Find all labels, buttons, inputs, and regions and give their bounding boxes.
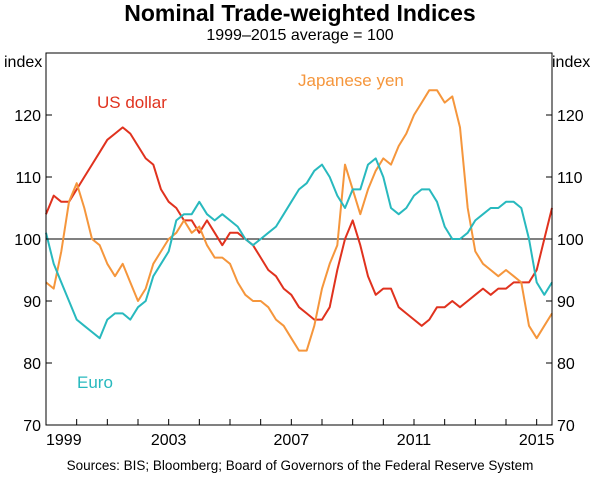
y-tick-label-left: 70 [23, 418, 41, 435]
y-tick-label-right: 120 [557, 108, 584, 125]
x-tick-label: 2011 [397, 432, 432, 449]
x-tick-label: 1999 [46, 432, 82, 449]
y-tick-label-left: 80 [23, 356, 41, 373]
x-tick-label: 2015 [519, 432, 555, 449]
series-label-euro: Euro [77, 373, 113, 392]
y-tick-label-left: 90 [23, 294, 41, 311]
y-tick-label-right: 80 [557, 356, 575, 373]
right-axis-unit: index [552, 54, 591, 71]
chart-subtitle: 1999–2015 average = 100 [206, 27, 394, 44]
y-tick-label-left: 100 [14, 232, 41, 249]
series-label-us-dollar: US dollar [97, 93, 167, 112]
y-tick-label-right: 110 [557, 170, 583, 187]
y-tick-label-right: 100 [557, 232, 584, 249]
series-line-japanese-yen [45, 89, 553, 352]
series-line-euro [45, 157, 553, 340]
x-tick-label: 2003 [151, 432, 187, 449]
series-line-us-dollar [45, 126, 553, 327]
x-tick-label: 2007 [274, 432, 310, 449]
series-label-japanese-yen: Japanese yen [298, 71, 404, 90]
y-tick-label-right: 70 [557, 418, 575, 435]
y-tick-label-left: 110 [15, 170, 41, 187]
y-tick-label-left: 120 [14, 108, 41, 125]
y-tick-label-right: 90 [557, 294, 575, 311]
left-axis-unit: index [4, 54, 43, 71]
chart-title: Nominal Trade-weighted Indices [124, 0, 476, 26]
source-note: Sources: BIS; Bloomberg; Board of Govern… [66, 458, 534, 473]
